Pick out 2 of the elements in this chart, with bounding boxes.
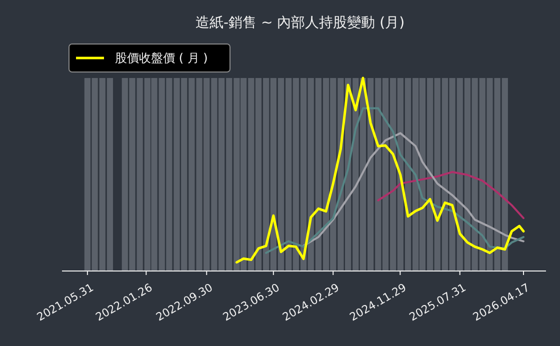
legend-label: 股價收盤價 ( 月 ): [115, 51, 208, 66]
chart-title: 造紙-銷售 ~ 內部人持股變動 (月): [195, 15, 405, 31]
